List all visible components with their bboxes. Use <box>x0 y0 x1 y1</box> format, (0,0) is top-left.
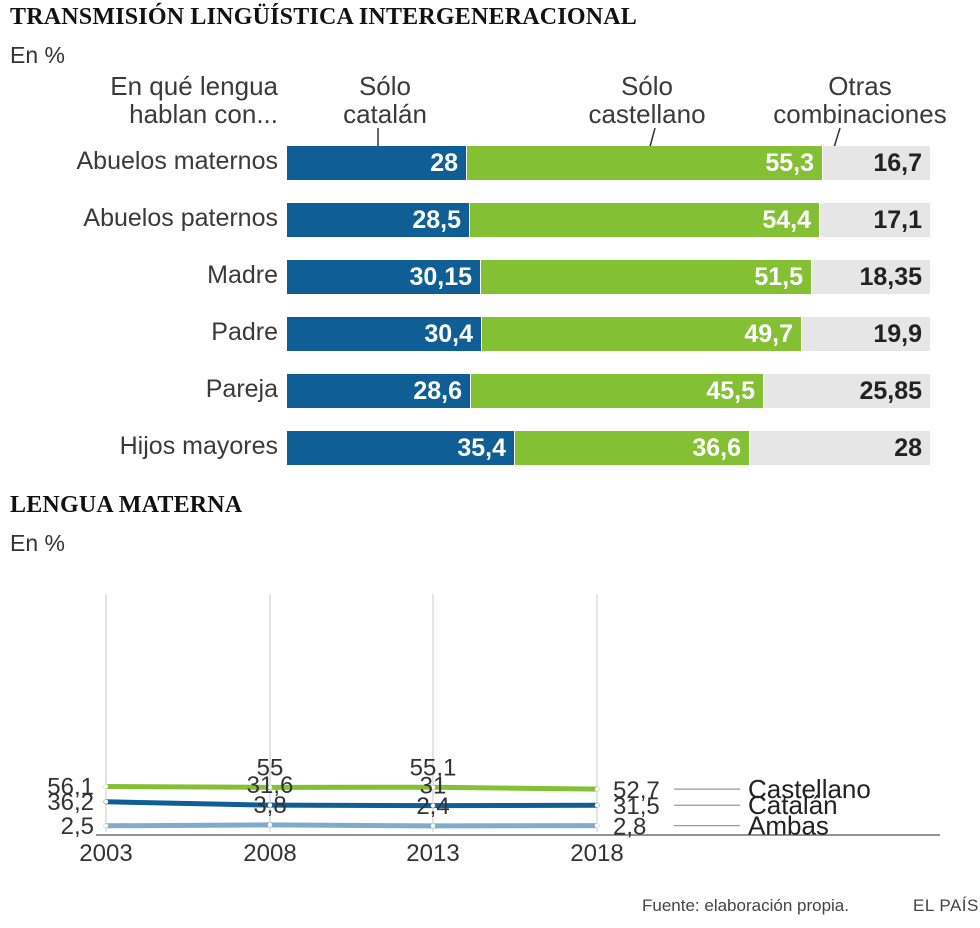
bar-value-label: 51,5 <box>754 263 803 291</box>
bar-value-label: 28 <box>894 434 922 462</box>
bar-value-label: 28 <box>430 149 458 177</box>
legend-leader-lines <box>377 127 841 155</box>
legend-catalan: Sólo catalán <box>325 72 445 128</box>
data-label-castellano: 55,1 <box>410 754 457 781</box>
data-point-ambas <box>430 823 436 829</box>
bar-row-label: Abuelos maternos <box>76 147 278 175</box>
data-point-ambas <box>103 823 109 829</box>
bar-value-label: 25,85 <box>859 377 922 405</box>
bar-segment-castellano: 54,4 <box>470 203 819 237</box>
row-header: En qué lengua hablan con... <box>96 72 278 128</box>
legend-catalan-line-2: catalán <box>343 99 427 129</box>
legend-castellano-line-1: Sólo <box>620 71 674 101</box>
data-label-castellano: 52,7 <box>613 777 660 804</box>
bar-segment-catalan: 30,4 <box>287 317 481 351</box>
data-label-castellano: 56,1 <box>47 773 94 800</box>
bar-value-label: 35,4 <box>457 434 506 462</box>
data-point-castellano <box>103 784 109 789</box>
data-point-castellano <box>267 785 273 790</box>
bar-row-label: Padre <box>211 318 278 346</box>
data-point-catalan <box>594 803 600 808</box>
bar-chart-title: TRANSMISIÓN LINGÜÍSTICA INTERGENERACIONA… <box>10 4 637 30</box>
data-label-catalan: 36,2 <box>47 789 94 816</box>
data-label-ambas: 2,8 <box>613 814 646 841</box>
bar-chart-unit: En % <box>10 42 65 68</box>
line-chart-title: LENGUA MATERNA <box>10 492 243 518</box>
bar-segment-catalan: 35,4 <box>287 431 514 465</box>
bar-value-label: 54,4 <box>762 206 811 234</box>
series-line-catalan <box>103 799 600 809</box>
legend-otras-line-1: Otras <box>828 71 892 101</box>
data-label-castellano: 55 <box>257 754 284 781</box>
legend-catalan-line-1: Sólo <box>358 71 412 101</box>
bar-segment-catalan: 28 <box>287 146 466 180</box>
bar-value-label: 17,1 <box>873 206 922 234</box>
bar-segment-otras: 16,7 <box>823 146 930 180</box>
bar-value-label: 49,7 <box>744 320 793 348</box>
bar-segment-otras: 25,85 <box>764 374 930 408</box>
bar-segment-castellano: 51,5 <box>481 260 811 294</box>
bar-segment-catalan: 30,15 <box>287 260 480 294</box>
data-point-castellano <box>430 785 436 790</box>
legend-castellano: Sólo castellano <box>567 72 727 128</box>
row-header-line-2: hablan con... <box>129 99 278 129</box>
data-label-catalan: 31,6 <box>247 772 294 799</box>
bar-row-label: Madre <box>207 261 278 289</box>
bar-segment-castellano: 36,6 <box>515 431 749 465</box>
legend-otras: Otras combinaciones <box>760 72 960 128</box>
series-name-castellano: Castellano <box>748 774 871 804</box>
data-point-catalan <box>267 802 273 808</box>
bar-segment-castellano: 55,3 <box>467 146 822 180</box>
bar-segment-catalan: 28,6 <box>287 374 470 408</box>
data-label-catalan: 31 <box>420 773 447 800</box>
series-line-castellano <box>103 783 600 792</box>
data-point-catalan <box>430 803 436 808</box>
data-point-catalan <box>103 799 109 804</box>
data-label-catalan: 31,5 <box>613 793 660 820</box>
bar-value-label: 18,35 <box>859 263 922 291</box>
bar-segment-otras: 18,35 <box>812 260 930 294</box>
bar-row-label: Abuelos paternos <box>83 204 278 232</box>
source-note: Fuente: elaboración propia. <box>642 896 849 915</box>
brand-label: EL PAÍS <box>913 896 979 915</box>
bar-segment-otras: 28 <box>750 431 930 465</box>
legend-otras-line-2: combinaciones <box>773 99 947 129</box>
x-tick-label: 2018 <box>570 840 623 867</box>
x-tick-label: 2013 <box>406 840 459 867</box>
series-name-ambas: Ambas <box>748 811 829 841</box>
bar-value-label: 55,3 <box>765 149 814 177</box>
legend-castellano-line-2: castellano <box>588 99 706 129</box>
line-chart-unit: En % <box>10 530 65 556</box>
bar-segment-catalan: 28,5 <box>287 203 469 237</box>
bar-value-label: 28,5 <box>412 206 461 234</box>
bar-segment-castellano: 45,5 <box>471 374 763 408</box>
data-label-ambas: 3,8 <box>253 792 286 819</box>
data-point-castellano <box>594 786 600 792</box>
bar-value-label: 16,7 <box>873 149 922 177</box>
bar-segment-otras: 17,1 <box>820 203 930 237</box>
bar-row-label: Hijos mayores <box>119 432 278 460</box>
data-label-ambas: 2,5 <box>61 813 94 840</box>
bar-segment-otras: 19,9 <box>802 317 930 351</box>
row-header-line-1: En qué lengua <box>110 71 278 101</box>
series-line-ambas <box>103 822 600 829</box>
series-name-catalan: Catalán <box>748 790 838 820</box>
bar-value-label: 19,9 <box>873 320 922 348</box>
data-point-ambas <box>267 822 273 828</box>
bar-row-label: Pareja <box>205 375 278 403</box>
data-label-ambas: 2,4 <box>416 793 449 820</box>
bar-value-label: 30,4 <box>424 320 473 348</box>
bar-value-label: 28,6 <box>413 377 462 405</box>
x-tick-label: 2008 <box>243 840 296 867</box>
x-tick-label: 2003 <box>79 840 132 867</box>
bar-value-label: 45,5 <box>706 377 755 405</box>
bar-value-label: 30,15 <box>409 263 472 291</box>
line-chart: 2003 2008 2013 2018 56,1 55 55,1 52,7 Castellano… <box>47 594 940 867</box>
data-point-ambas <box>594 823 600 828</box>
bar-value-label: 36,6 <box>692 434 741 462</box>
bar-segment-castellano: 49,7 <box>482 317 801 351</box>
